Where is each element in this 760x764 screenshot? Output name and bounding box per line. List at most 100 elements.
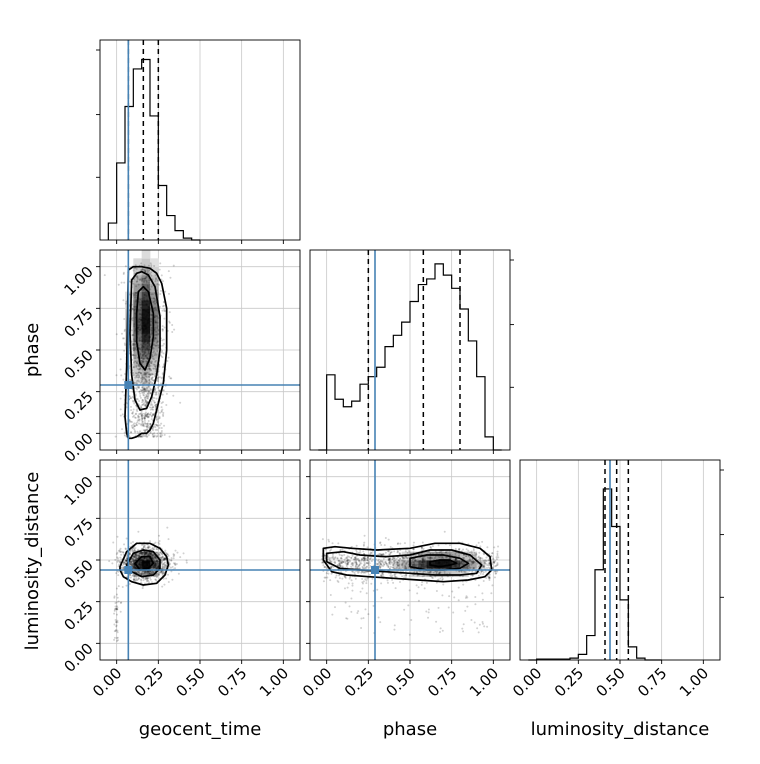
sample-point xyxy=(160,410,163,413)
sample-point xyxy=(132,334,135,337)
sample-point xyxy=(153,309,156,312)
sample-point xyxy=(332,557,335,560)
sample-point xyxy=(136,410,139,413)
sample-point xyxy=(159,551,162,554)
sample-point xyxy=(139,563,142,566)
sample-point xyxy=(486,564,489,567)
sample-point xyxy=(133,579,136,582)
sample-point xyxy=(142,373,145,376)
sample-point xyxy=(412,544,415,547)
sample-point xyxy=(339,565,342,568)
sample-point xyxy=(379,565,382,568)
sample-point xyxy=(140,551,143,554)
sample-point xyxy=(147,424,150,427)
sample-point xyxy=(390,561,393,564)
sample-point xyxy=(441,555,444,558)
sample-point xyxy=(152,426,155,429)
sample-point xyxy=(161,376,164,379)
sample-point xyxy=(430,570,433,573)
sample-point xyxy=(140,564,143,567)
sample-point xyxy=(142,308,145,311)
sample-point xyxy=(149,561,152,564)
sample-point xyxy=(149,552,152,555)
sample-point xyxy=(490,592,493,595)
sample-point xyxy=(487,576,490,579)
sample-point xyxy=(143,551,146,554)
sample-point xyxy=(159,382,162,385)
sample-point xyxy=(149,552,152,555)
sample-point xyxy=(138,298,141,301)
sample-point xyxy=(155,576,158,579)
sample-point xyxy=(148,319,151,322)
sample-point xyxy=(160,551,163,554)
sample-point xyxy=(363,557,366,560)
sample-point xyxy=(153,564,156,567)
sample-point xyxy=(483,553,486,556)
sample-point xyxy=(346,559,349,562)
sample-point xyxy=(143,429,146,432)
sample-point xyxy=(468,559,471,562)
sample-point xyxy=(141,424,144,427)
sample-point xyxy=(138,561,141,564)
sample-point xyxy=(140,347,143,350)
sample-point xyxy=(142,561,145,564)
sample-point xyxy=(470,550,473,553)
sample-point xyxy=(149,317,152,320)
sample-point xyxy=(378,561,381,564)
sample-point xyxy=(379,541,382,544)
sample-point xyxy=(151,556,154,559)
sample-point xyxy=(139,423,142,426)
sample-point xyxy=(142,296,145,299)
sample-point xyxy=(170,557,173,560)
sample-point xyxy=(131,560,134,563)
sample-point xyxy=(128,553,131,556)
contour-3 xyxy=(429,559,458,568)
sample-point xyxy=(151,570,154,573)
sample-point xyxy=(421,558,424,561)
sample-point xyxy=(147,426,150,429)
sample-point xyxy=(162,556,165,559)
sample-point xyxy=(466,596,469,599)
sample-point xyxy=(362,582,365,585)
sample-point xyxy=(449,553,452,556)
sample-point xyxy=(129,420,132,423)
density-cell xyxy=(141,316,151,326)
density-cell xyxy=(460,568,469,578)
sample-point xyxy=(148,581,151,584)
sample-point xyxy=(338,563,341,566)
sample-point xyxy=(144,411,147,414)
sample-point xyxy=(148,553,151,556)
sample-point xyxy=(164,557,167,560)
density-cell xyxy=(451,551,461,561)
sample-point xyxy=(157,565,160,568)
sample-point xyxy=(137,373,140,376)
sample-point xyxy=(155,564,158,567)
sample-point xyxy=(338,559,341,562)
sample-point xyxy=(154,566,157,569)
sample-point xyxy=(152,570,155,573)
sample-point xyxy=(154,405,157,408)
sample-point xyxy=(391,578,394,581)
sample-point xyxy=(142,573,145,576)
sample-point xyxy=(153,401,156,404)
sample-point xyxy=(156,566,159,569)
sample-point xyxy=(150,402,153,405)
sample-point xyxy=(143,317,146,320)
sample-point xyxy=(141,562,144,565)
sample-point xyxy=(131,307,134,310)
sample-point xyxy=(163,326,166,329)
sample-point xyxy=(145,395,148,398)
sample-point xyxy=(168,311,171,314)
sample-point xyxy=(424,558,427,561)
sample-point xyxy=(146,269,149,272)
sample-point xyxy=(144,328,147,331)
sample-point xyxy=(143,341,146,344)
density-cell xyxy=(141,333,151,343)
sample-point xyxy=(140,581,143,584)
contour-1 xyxy=(129,270,161,411)
sample-point xyxy=(145,381,148,384)
sample-point xyxy=(379,562,382,565)
sample-point xyxy=(152,307,155,310)
sample-point xyxy=(149,406,152,409)
sample-point xyxy=(381,560,384,563)
